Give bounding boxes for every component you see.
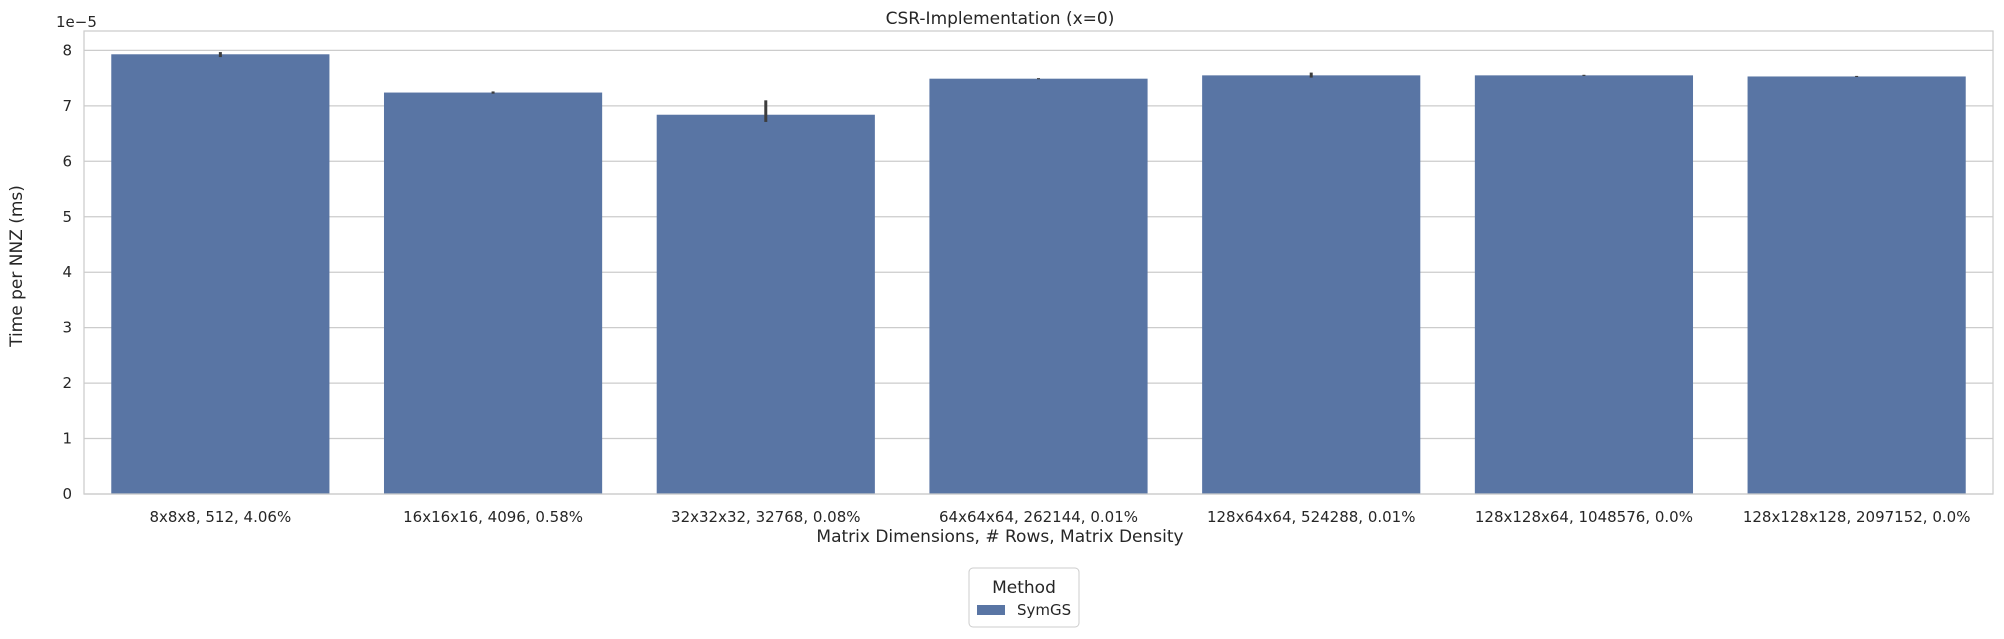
y-tick-label: 8	[62, 41, 72, 59]
legend-label-symgs: SymGS	[1017, 601, 1071, 619]
x-tick-labels: 8x8x8, 512, 4.06% 16x16x16, 4096, 0.58% 32…	[149, 508, 1970, 526]
bar-6	[1474, 75, 1694, 494]
y-tick-label: 2	[62, 374, 72, 392]
x-tick-label: 64x64x64, 262144, 0.01%	[939, 508, 1138, 526]
x-tick-label: 128x128x128, 2097152, 0.0%	[1743, 508, 1971, 526]
bar-2	[383, 92, 603, 495]
legend-title: Method	[992, 578, 1056, 598]
bar-3	[656, 114, 875, 494]
x-tick-label: 128x128x64, 1048576, 0.0%	[1475, 508, 1693, 526]
plot-frame	[83, 30, 1994, 495]
legend-swatch-symgs	[977, 605, 1005, 615]
y-tick-label: 7	[62, 97, 72, 115]
bar-7	[1747, 76, 1966, 494]
y-axis-label: Time per NNZ (ms)	[7, 185, 27, 348]
chart-title: CSR-Implementation (x=0)	[886, 9, 1115, 29]
y-tick-label: 1	[62, 430, 72, 448]
bar-series	[111, 54, 1966, 495]
bar-5	[1202, 75, 1421, 494]
y-offset-label: 1e−5	[56, 13, 97, 31]
y-tick-label: 4	[62, 263, 72, 281]
legend: Method SymGS	[968, 567, 1080, 628]
y-tick-label: 0	[62, 485, 72, 503]
x-tick-label: 16x16x16, 4096, 0.58%	[403, 508, 583, 526]
x-axis-label: Matrix Dimensions, # Rows, Matrix Densit…	[816, 527, 1183, 547]
error-bars	[218, 52, 1859, 122]
y-tick-labels: 0 1 2 3 4 5 6 7 8	[62, 41, 72, 503]
y-tick-label: 6	[62, 152, 72, 170]
x-tick-label: 32x32x32, 32768, 0.08%	[671, 508, 860, 526]
x-tick-label: 8x8x8, 512, 4.06%	[149, 508, 291, 526]
bar-4	[929, 78, 1148, 495]
bar-1	[111, 54, 330, 494]
y-tick-label: 3	[62, 319, 72, 337]
x-tick-label: 128x64x64, 524288, 0.01%	[1207, 508, 1416, 526]
y-tick-label: 5	[62, 208, 72, 226]
